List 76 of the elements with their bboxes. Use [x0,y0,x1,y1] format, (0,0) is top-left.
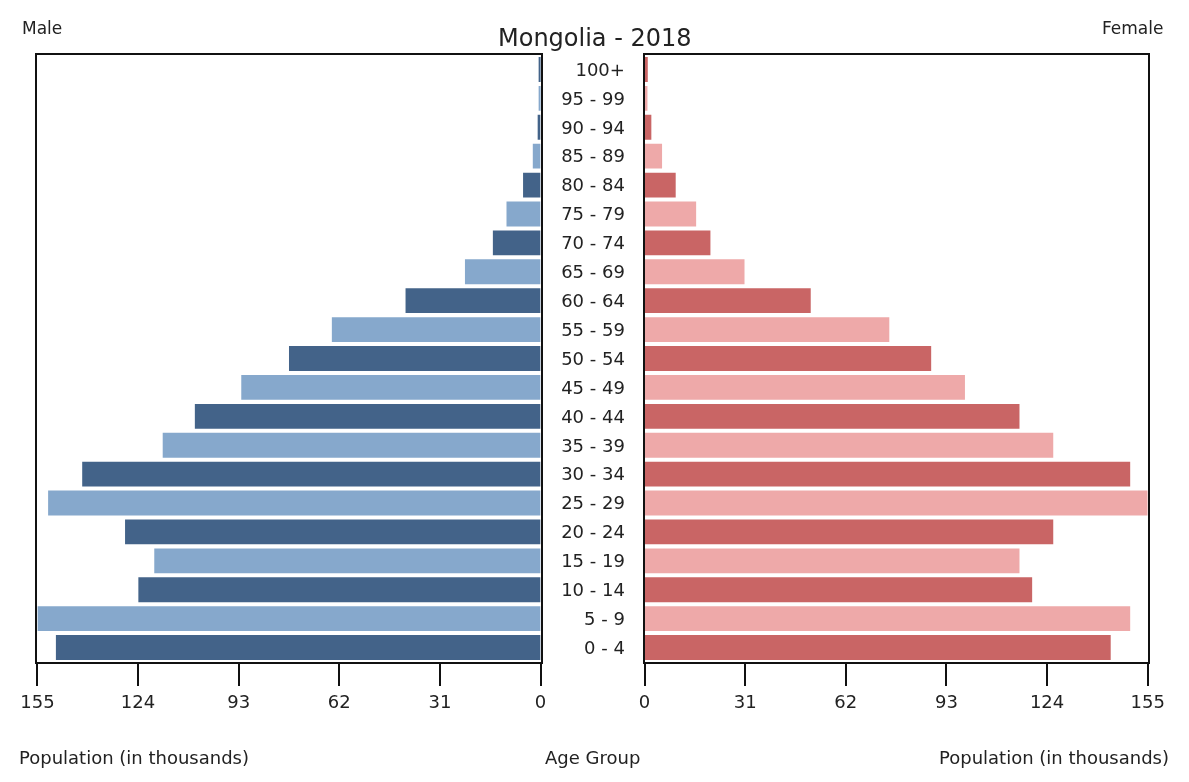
x-tick-label: 93 [227,690,251,712]
y-tick-label: 35 - 39 [561,434,625,456]
bar [644,432,1054,458]
bar [644,172,676,198]
y-tick-label: 100+ [575,58,625,80]
bar [37,606,541,632]
bar [644,461,1131,487]
bar [331,317,541,343]
bar [405,288,541,314]
bar [492,230,541,256]
bar [138,577,541,603]
bar [125,519,541,545]
x-tick-label: 0 [534,690,547,712]
bar [644,490,1148,516]
y-tick-label: 55 - 59 [561,318,625,340]
x-tick-label: 62 [327,690,351,712]
y-tick-label: 80 - 84 [561,174,625,196]
x-tick-label: 155 [20,690,55,712]
bar [48,490,541,516]
y-tick-label: 25 - 29 [561,492,625,514]
bar [644,288,811,314]
x-tick-label: 31 [733,690,757,712]
bar [464,259,541,285]
y-tick-label: 20 - 24 [561,521,625,543]
bar [644,577,1033,603]
text: Mongolia - 2018 [498,24,692,52]
bar [644,143,663,169]
bar [55,635,541,660]
bar [82,461,541,487]
y-tick-label: 65 - 69 [561,261,625,283]
y-tick-label: 70 - 74 [561,232,625,254]
bar [241,374,541,400]
x-tick-label: 31 [428,690,452,712]
x-tick-label: 155 [1130,690,1165,712]
y-tick-label: 95 - 99 [561,87,625,109]
bar [644,519,1054,545]
y-tick-label: 15 - 19 [561,550,625,572]
bar [644,374,965,400]
x-axis-title: Population (in thousands) [939,747,1169,768]
bar [288,346,541,371]
y-tick-label: 60 - 64 [561,289,625,311]
bar [644,635,1111,660]
bar [644,201,697,227]
x-tick-label: 124 [120,690,156,712]
x-tick-label: 93 [934,690,958,712]
bar [194,403,541,429]
y-tick-label: 45 - 49 [561,376,625,398]
bar [644,259,745,285]
bar [644,403,1020,429]
bar [644,346,932,371]
y-tick-label: 50 - 54 [561,347,625,369]
text: Female [1102,18,1164,38]
y-tick-label: 75 - 79 [561,203,625,225]
y-axis-title: Age Group [545,747,641,768]
bar [532,143,541,169]
y-tick-label: 40 - 44 [561,405,625,427]
x-axis-title: Population (in thousands) [19,747,249,768]
y-tick-label: 90 - 94 [561,116,625,138]
bar [523,172,541,198]
bar [644,57,648,82]
y-tick-label: 10 - 14 [561,579,625,601]
x-tick-label: 0 [638,690,651,712]
text: Male [22,18,63,38]
x-tick-label: 62 [834,690,858,712]
bar [644,548,1020,574]
x-tick-label: 124 [1029,690,1065,712]
bar [644,317,890,343]
y-tick-label: 0 - 4 [584,636,625,658]
bar [644,230,711,256]
bar [644,606,1131,632]
bar [154,548,541,574]
y-tick-label: 85 - 89 [561,145,625,167]
bar [506,201,541,227]
y-tick-label: 30 - 34 [561,463,625,485]
y-tick-label: 5 - 9 [584,607,625,629]
bar [162,432,541,458]
